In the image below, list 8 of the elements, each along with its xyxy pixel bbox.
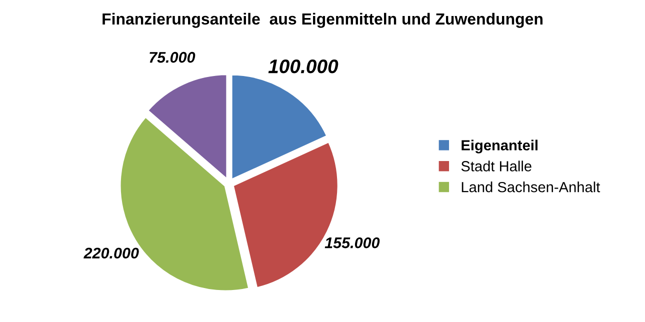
data-label: 220.000 [84, 248, 139, 259]
legend-label: Land Sachsen-Anhalt [462, 182, 600, 192]
legend-label: Stadt Halle [461, 160, 532, 172]
data-label: 155.000 [324, 237, 380, 248]
data-label: 75.000 [150, 52, 196, 63]
data-label: 100.000 [268, 59, 338, 74]
legend-label: Eigenanteil [462, 140, 538, 154]
chart-title: Finanzierungsanteile aus Eigenmitteln und Zuwendungen [102, 12, 542, 28]
